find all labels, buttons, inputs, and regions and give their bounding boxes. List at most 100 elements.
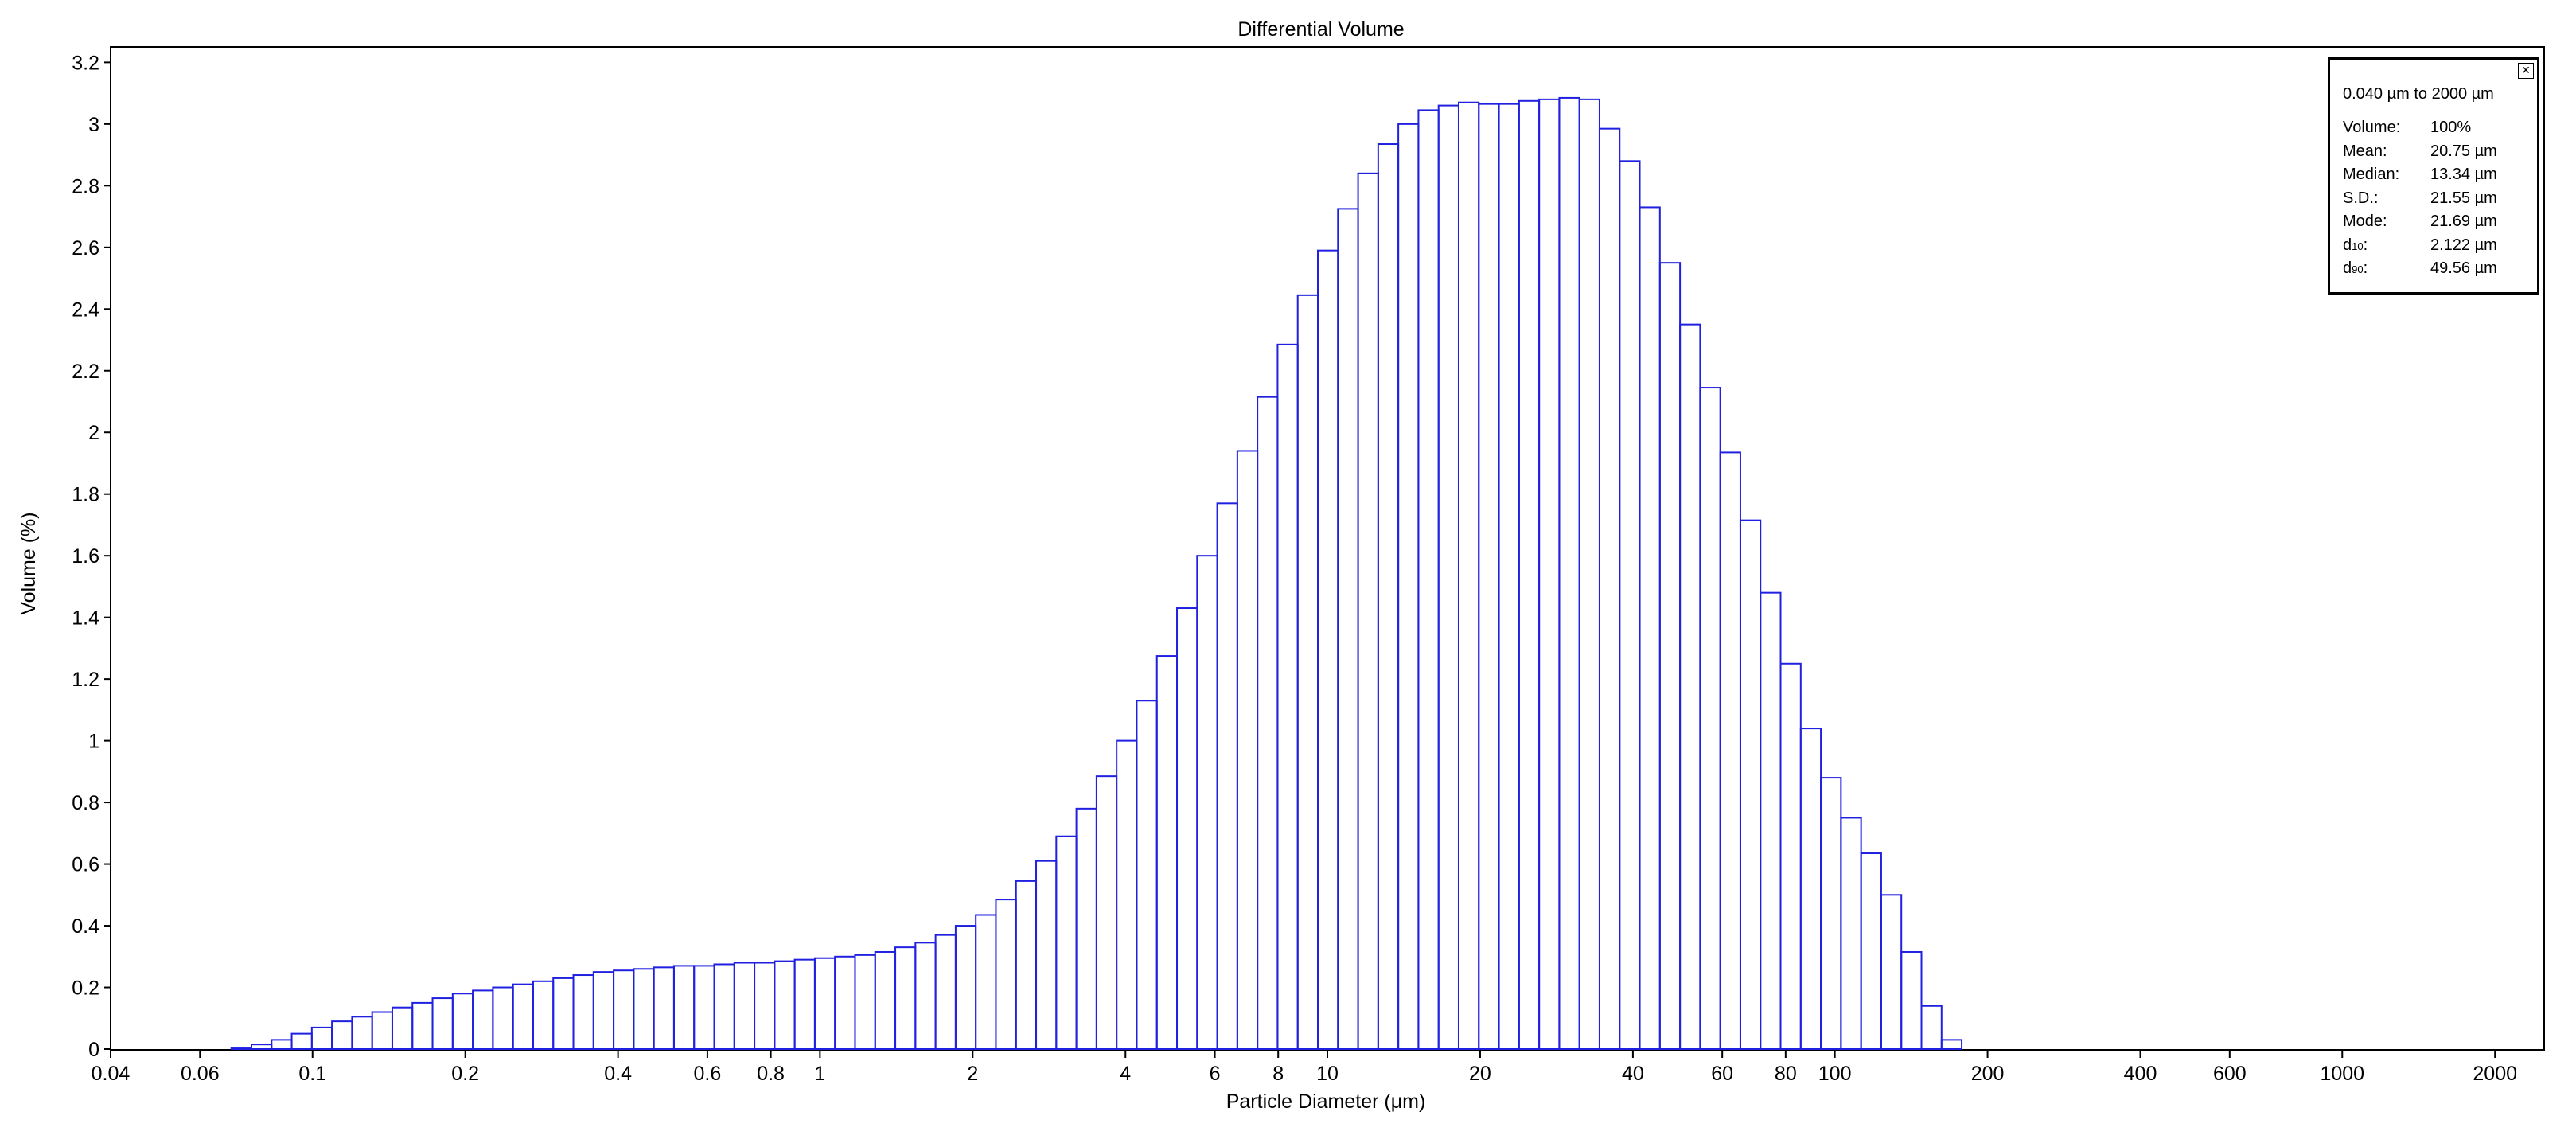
x-tick-label: 600 [2213, 1063, 2247, 1085]
x-tick-label: 0.8 [757, 1063, 785, 1085]
x-tick-label: 0.2 [451, 1063, 479, 1085]
histogram-bar [672, 965, 696, 1051]
histogram-bar [1820, 777, 1842, 1050]
histogram-bar [1357, 172, 1379, 1051]
histogram-bar [1799, 728, 1822, 1050]
histogram-bar [1940, 1039, 1963, 1051]
stats-label: S.D.: [2343, 189, 2379, 207]
stats-value: 49.56 µm [2430, 259, 2497, 277]
y-tick-label: 0.6 [72, 854, 99, 876]
stats-row: d10: 2.122 µm [2343, 236, 2497, 260]
statistics-box: × 0.040 µm to 2000 µm Volume: 100% Mean: 20… [2328, 57, 2539, 295]
stats-label: Mode: [2343, 213, 2387, 230]
histogram-bar [1900, 950, 1923, 1050]
histogram-bar [1337, 208, 1359, 1050]
histogram-bar [331, 1020, 353, 1051]
histogram-bar [995, 899, 1017, 1050]
y-tick-label: 1 [88, 731, 99, 753]
x-tick-label: 40 [1622, 1063, 1644, 1085]
y-tick-label: 0.4 [72, 915, 99, 938]
stats-label: Volume: [2343, 119, 2401, 136]
histogram-bar [1296, 294, 1319, 1050]
x-tick-label: 60 [1711, 1063, 1733, 1085]
stats-row: Mode: 21.69 µm [2343, 213, 2497, 236]
x-tick-label: 4 [1120, 1063, 1131, 1085]
histogram-bar [894, 946, 917, 1051]
histogram-bar [874, 950, 897, 1050]
y-tick-label: 2.4 [72, 298, 99, 321]
x-tick-label: 200 [1971, 1063, 2005, 1085]
histogram-bar [1558, 96, 1580, 1050]
x-tick-label: 1 [814, 1063, 825, 1085]
histogram-bar [754, 962, 776, 1051]
histogram-bar [1679, 323, 1701, 1050]
x-tick-label: 8 [1272, 1063, 1284, 1085]
histogram-bar [371, 1011, 393, 1051]
stats-value: 21.55 µm [2430, 189, 2497, 207]
histogram-bar [1136, 700, 1158, 1050]
stats-value: 20.75 µm [2430, 142, 2497, 160]
stats-range: 0.040 µm to 2000 µm [2343, 85, 2494, 103]
histogram-bar [290, 1032, 313, 1051]
histogram-bar [230, 1047, 252, 1051]
histogram-bar [1116, 739, 1138, 1050]
x-tick-label: 100 [1818, 1063, 1852, 1085]
histogram-bar [713, 963, 735, 1050]
histogram-bar [271, 1039, 293, 1051]
stats-value: 2.122 µm [2430, 236, 2497, 254]
histogram-bar [552, 977, 575, 1051]
histogram-bar [934, 934, 957, 1051]
histogram-bar [1176, 607, 1198, 1050]
histogram-bar [1840, 817, 1862, 1050]
histogram-bar [1216, 502, 1238, 1050]
x-tick-label: 0.06 [181, 1063, 220, 1085]
histogram-bar [1538, 98, 1561, 1051]
x-tick-label: 400 [2124, 1063, 2157, 1085]
stats-row: S.D.: 21.55 µm [2343, 189, 2497, 213]
x-tick-label: 0.4 [604, 1063, 632, 1085]
y-axis-label: Volume (%) [18, 512, 40, 614]
histogram-bar [653, 966, 675, 1050]
histogram-bar [774, 960, 796, 1050]
histogram-bar [391, 1006, 414, 1050]
y-tick-label: 0.2 [72, 977, 99, 1000]
histogram-bar [1055, 835, 1078, 1050]
stats-row: Mean: 20.75 µm [2343, 142, 2497, 166]
histogram-bar [250, 1044, 273, 1050]
histogram-bar [975, 914, 997, 1050]
histogram-bar [411, 1001, 434, 1051]
stats-value: 100% [2430, 119, 2472, 136]
y-tick-label: 2.2 [72, 361, 99, 383]
stats-row: d90: 49.56 µm [2343, 259, 2497, 283]
stats-row: Median: 13.34 µm [2343, 166, 2497, 189]
histogram-bar [532, 980, 555, 1051]
x-tick-label: 80 [1775, 1063, 1797, 1085]
histogram-bar [1155, 655, 1179, 1051]
close-icon[interactable]: × [2518, 63, 2534, 79]
histogram-bar [1035, 860, 1058, 1050]
y-tick-label: 2.6 [72, 237, 99, 259]
histogram-bar [813, 957, 836, 1050]
x-tick-label: 0.04 [92, 1063, 131, 1085]
y-tick-label: 1.8 [72, 484, 99, 506]
histogram-bar [1498, 103, 1520, 1050]
histogram-bar [1518, 99, 1541, 1050]
stats-value: 13.34 µm [2430, 166, 2497, 183]
x-tick-label: 0.6 [694, 1063, 722, 1085]
stats-row: Volume: 100% [2343, 119, 2497, 142]
histogram-bar [1860, 852, 1882, 1051]
histogram-bar [1478, 103, 1500, 1050]
y-tick-label: 2 [88, 422, 99, 444]
histogram-bar [492, 986, 514, 1051]
histogram-bar [1578, 98, 1600, 1051]
histogram-bar [1317, 249, 1339, 1051]
histogram-bar [834, 955, 856, 1051]
y-tick-label: 0.8 [72, 792, 99, 814]
histogram-bar [310, 1026, 333, 1051]
x-axis-label: Particle Diameter (μm) [1226, 1090, 1426, 1113]
histogram-bar [1397, 123, 1420, 1051]
histogram-bar [1095, 775, 1118, 1050]
bars-layer [230, 96, 1963, 1051]
